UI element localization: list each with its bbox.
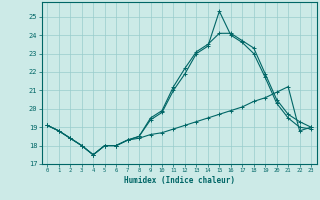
X-axis label: Humidex (Indice chaleur): Humidex (Indice chaleur): [124, 176, 235, 185]
